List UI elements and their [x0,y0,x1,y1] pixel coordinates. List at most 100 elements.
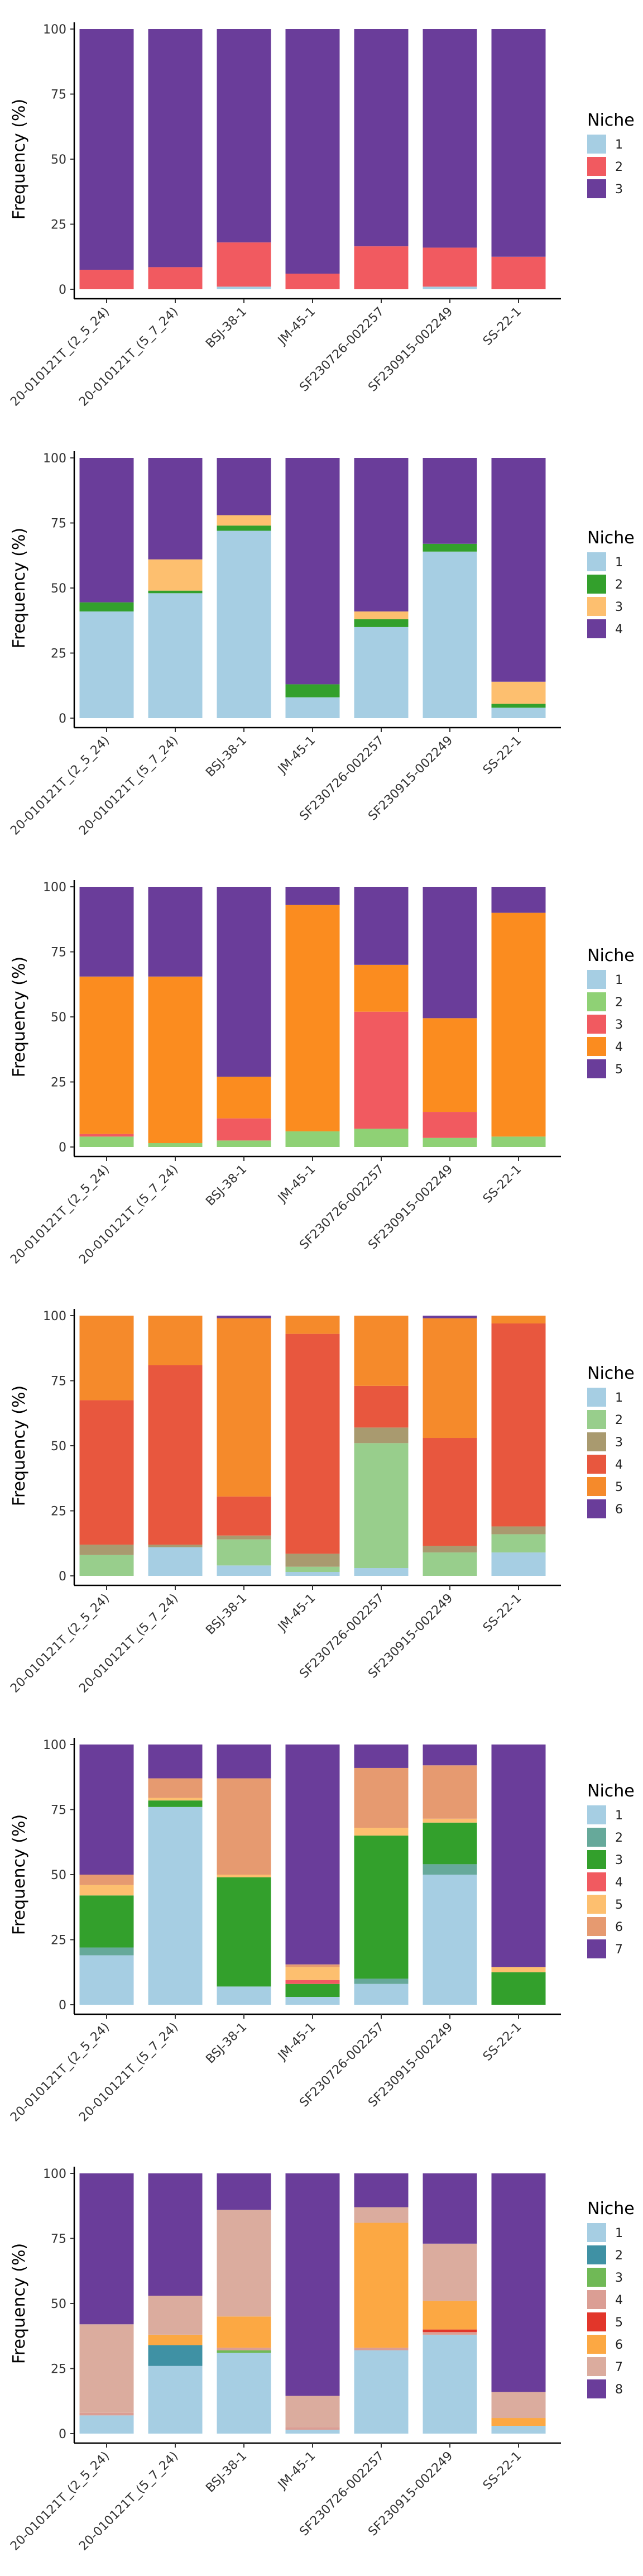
bar-segment-20-010121T_(5_7_24)-niche-7 [148,2296,203,2335]
bar-segment-20-010121T_(2_5_24)-niche-1 [79,611,134,718]
bar-segment-BSJ-38-1-niche-2 [217,242,271,287]
bar-segment-BSJ-38-1-niche-1 [217,1565,271,1576]
legend-swatch-8 [587,2379,606,2398]
x-tick-label: SS-22-1 [481,2020,524,2064]
bar-segment-SF230726-002257-niche-4 [354,2348,409,2350]
legend-swatch-2 [587,1828,606,1847]
legend-swatch-4 [587,2290,606,2309]
bar-segment-SF230915-002249-niche-6 [423,1765,477,1819]
bar-segment-20-010121T_(2_5_24)-niche-5 [79,1885,134,1896]
legend-label-1: 1 [615,138,623,152]
bar-segment-SF230726-002257-niche-3 [354,611,409,619]
y-tick-label: 50 [51,2297,66,2311]
bar-segment-BSJ-38-1-niche-4 [217,458,271,515]
bar-segment-SF230915-002249-niche-3 [423,1546,477,1553]
bar-segment-SS-22-1-niche-2 [491,1136,546,1147]
legend-label-4: 4 [615,1876,623,1890]
y-tick-label: 0 [59,1570,66,1584]
legend-label-1: 1 [615,973,623,987]
bar-segment-20-010121T_(5_7_24)-niche-1 [148,1547,203,1576]
y-axis-title: Frequency (%) [9,528,29,648]
bar-segment-SF230915-002249-niche-4 [423,1018,477,1112]
legend-label-2: 2 [615,996,623,1010]
bar-segment-JM-45-1-niche-2 [285,274,340,289]
y-tick-label: 0 [59,712,66,726]
y-tick-label: 75 [51,1804,66,1818]
bar-segment-SS-22-1-niche-7 [491,1745,546,1967]
legend-swatch-7 [587,1939,606,1958]
bar-segment-20-010121T_(5_7_24)-niche-1 [148,1806,203,2005]
bar-segment-20-010121T_(2_5_24)-niche-7 [79,2324,134,2413]
bar-segment-JM-45-1-niche-6 [285,1964,340,1967]
y-tick-label: 25 [51,1934,66,1948]
bar-segment-SS-22-1-niche-1 [491,2426,546,2434]
bar-segment-SF230726-002257-niche-4 [354,1385,409,1428]
legend-title: Niche [587,528,635,548]
bar-segment-SF230915-002249-niche-1 [423,1875,477,2005]
legend-label-5: 5 [615,1063,623,1077]
bar-segment-SF230726-002257-niche-2 [354,619,409,627]
y-tick-label: 50 [51,153,66,167]
bar-segment-JM-45-1-niche-4 [285,458,340,685]
legend-swatch-7 [587,2357,606,2376]
legend-label-3: 3 [615,1853,623,1867]
bar-segment-BSJ-38-1-niche-3 [217,1535,271,1540]
y-tick-label: 25 [51,2363,66,2377]
bar-segment-20-010121T_(2_5_24)-niche-2 [79,1555,134,1576]
bar-segment-SS-22-1-niche-4 [491,458,546,682]
y-tick-label: 0 [59,1999,66,2013]
bar-segment-BSJ-38-1-niche-3 [217,2350,271,2353]
legend-swatch-1 [587,1805,606,1824]
bar-segment-SF230726-002257-niche-2 [354,1129,409,1147]
bar-segment-SF230915-002249-niche-2 [423,247,477,287]
y-tick-label: 25 [51,1505,66,1519]
bar-segment-SS-22-1-niche-5 [491,1967,546,1972]
bar-segment-SS-22-1-niche-2 [491,256,546,289]
bar-segment-SF230915-002249-niche-5 [423,887,477,1019]
y-tick-label: 100 [43,1309,66,1323]
bar-segment-JM-45-1-niche-3 [285,1984,340,1997]
bar-segment-SF230915-002249-niche-5 [423,1818,477,1823]
legend-label-4: 4 [615,1040,623,1054]
bar-segment-BSJ-38-1-niche-3 [217,1877,271,1987]
bar-segment-20-010121T_(2_5_24)-niche-6 [79,1875,134,1885]
legend-label-6: 6 [615,2338,623,2352]
bar-segment-20-010121T_(5_7_24)-niche-1 [148,2365,203,2434]
legend-swatch-2 [587,2245,606,2264]
bar-segment-SF230915-002249-niche-2 [423,543,477,552]
legend-swatch-5 [587,1895,606,1914]
x-tick-label: JM-45-1 [275,1592,318,1635]
y-tick-label: 100 [43,2167,66,2181]
bar-segment-BSJ-38-1-niche-1 [217,531,271,718]
x-tick-label: SS-22-1 [481,1592,524,1635]
legend-label-1: 1 [615,556,623,570]
x-tick-label: JM-45-1 [275,305,318,348]
bar-segment-JM-45-1-niche-8 [285,2173,340,2396]
bar-segment-SF230726-002257-niche-6 [354,1767,409,1828]
legend-label-2: 2 [615,1831,623,1845]
y-tick-label: 75 [51,2233,66,2247]
bar-segment-BSJ-38-1-niche-4 [217,2348,271,2350]
y-tick-label: 100 [43,881,66,895]
bar-segment-BSJ-38-1-niche-5 [217,1318,271,1497]
bar-segment-JM-45-1-niche-4 [285,1980,340,1984]
legend-label-5: 5 [615,1898,623,1912]
x-tick-label: BSJ-38-1 [203,1163,249,1209]
x-tick-label: SS-22-1 [481,1163,524,1206]
bar-segment-BSJ-38-1-niche-1 [217,2353,271,2434]
legend-swatch-3 [587,1432,606,1451]
legend-swatch-6 [587,1499,606,1518]
y-tick-label: 0 [59,1141,66,1155]
legend-swatch-5 [587,1477,606,1496]
bar-segment-SF230726-002257-niche-1 [354,2350,409,2434]
bar-segment-BSJ-38-1-niche-7 [217,2210,271,2317]
bar-segment-SS-22-1-niche-2 [491,704,546,708]
legend-title: Niche [587,111,635,130]
bar-segment-SF230915-002249-niche-3 [423,1112,477,1138]
y-axis-title: Frequency (%) [9,1385,29,1506]
